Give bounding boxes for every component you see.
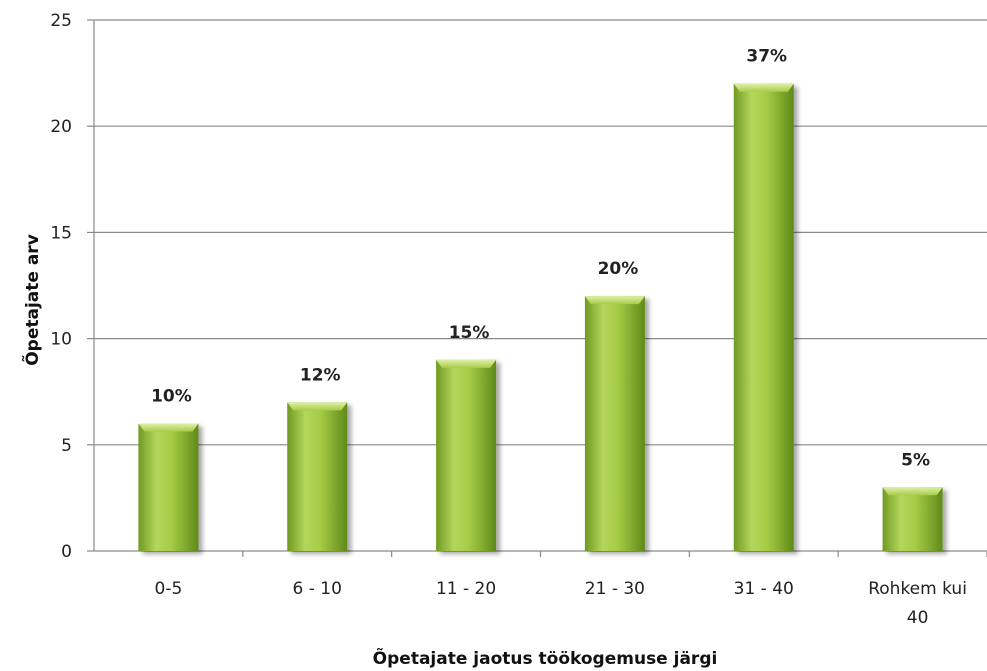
data-label: 12%	[300, 365, 341, 385]
bars	[138, 83, 943, 551]
y-tick-label: 15	[50, 223, 72, 243]
bar	[733, 83, 794, 551]
bar	[584, 296, 645, 551]
x-category-label: Rohkem kui	[868, 579, 967, 599]
bar-body	[287, 402, 348, 551]
bar-cap	[287, 402, 348, 411]
data-label: 15%	[449, 323, 490, 343]
bar-body	[436, 359, 497, 551]
bar-cap	[436, 359, 497, 368]
y-tick-label: 0	[61, 542, 72, 562]
gridlines	[93, 19, 987, 552]
data-label: 20%	[598, 259, 639, 279]
y-tick-label: 10	[50, 330, 72, 350]
x-category-label: 6 - 10	[293, 579, 342, 599]
bar-body	[584, 296, 645, 551]
bar-body	[138, 423, 199, 551]
x-axis-title: Õpetajate jaotus töökogemuse järgi	[373, 646, 718, 669]
y-axis-ticks: 0 5 10 15 20 25	[50, 11, 94, 562]
bar-cap	[138, 423, 199, 432]
x-axis-categories: 0-5 6 - 10 11 - 20 21 - 30 31 - 40 Rohkem kui…	[155, 551, 987, 628]
y-tick-label: 25	[50, 11, 72, 31]
x-category-label: 31 - 40	[734, 579, 794, 599]
x-category-label: 40	[907, 608, 929, 628]
x-category-label: 0-5	[155, 579, 183, 599]
y-tick-label: 20	[50, 117, 72, 137]
data-label: 5%	[901, 450, 930, 470]
y-tick-label: 5	[61, 436, 72, 456]
data-label: 10%	[151, 387, 192, 407]
bar-cap	[584, 296, 645, 305]
bar-body	[882, 487, 943, 551]
bar-cap	[733, 83, 794, 92]
bar-cap	[882, 487, 943, 496]
bar	[287, 402, 348, 551]
bar-body	[733, 83, 794, 551]
data-labels: 10% 12% 15% 20% 37% 5%	[151, 47, 930, 471]
data-label: 37%	[746, 47, 787, 67]
bar	[436, 359, 497, 551]
y-axis-title: Õpetajate arv	[20, 234, 43, 366]
bar	[882, 487, 943, 551]
bar	[138, 423, 199, 551]
x-category-label: 21 - 30	[585, 579, 645, 599]
x-category-label: 11 - 20	[436, 579, 496, 599]
